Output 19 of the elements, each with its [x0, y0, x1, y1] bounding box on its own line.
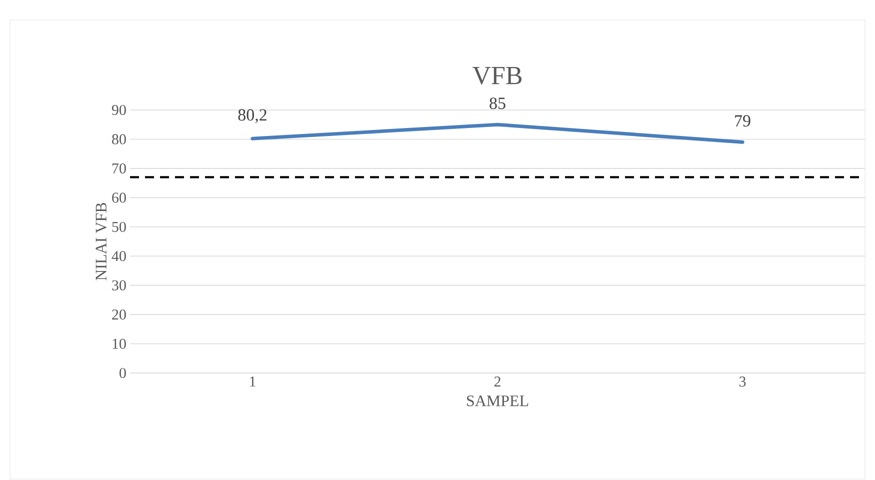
y-tick-label: 20 — [112, 309, 126, 320]
y-tick-label: 0 — [120, 368, 126, 378]
y-tick-label: 30 — [112, 280, 126, 290]
chart-title: VFB — [472, 67, 522, 84]
x-axis-title: SAMPEL — [467, 395, 528, 406]
data-label: 85 — [490, 98, 506, 110]
data-label: 79 — [735, 115, 750, 127]
x-tick-label: 2 — [494, 376, 500, 386]
y-tick-label: 70 — [112, 163, 126, 174]
y-tick-label: 50 — [112, 222, 126, 232]
y-tick-label: 80 — [112, 134, 126, 144]
y-tick-label: 40 — [112, 251, 126, 262]
y-tick-label: 90 — [112, 104, 126, 116]
y-tick-label: 60 — [112, 192, 126, 203]
y-tick-label: 10 — [112, 338, 126, 349]
data-label: 80,2 — [238, 109, 266, 124]
x-tick-label: 3 — [739, 376, 746, 387]
y-axis-title: NILAI VFB — [96, 202, 107, 280]
x-tick-label: 1 — [250, 376, 256, 386]
